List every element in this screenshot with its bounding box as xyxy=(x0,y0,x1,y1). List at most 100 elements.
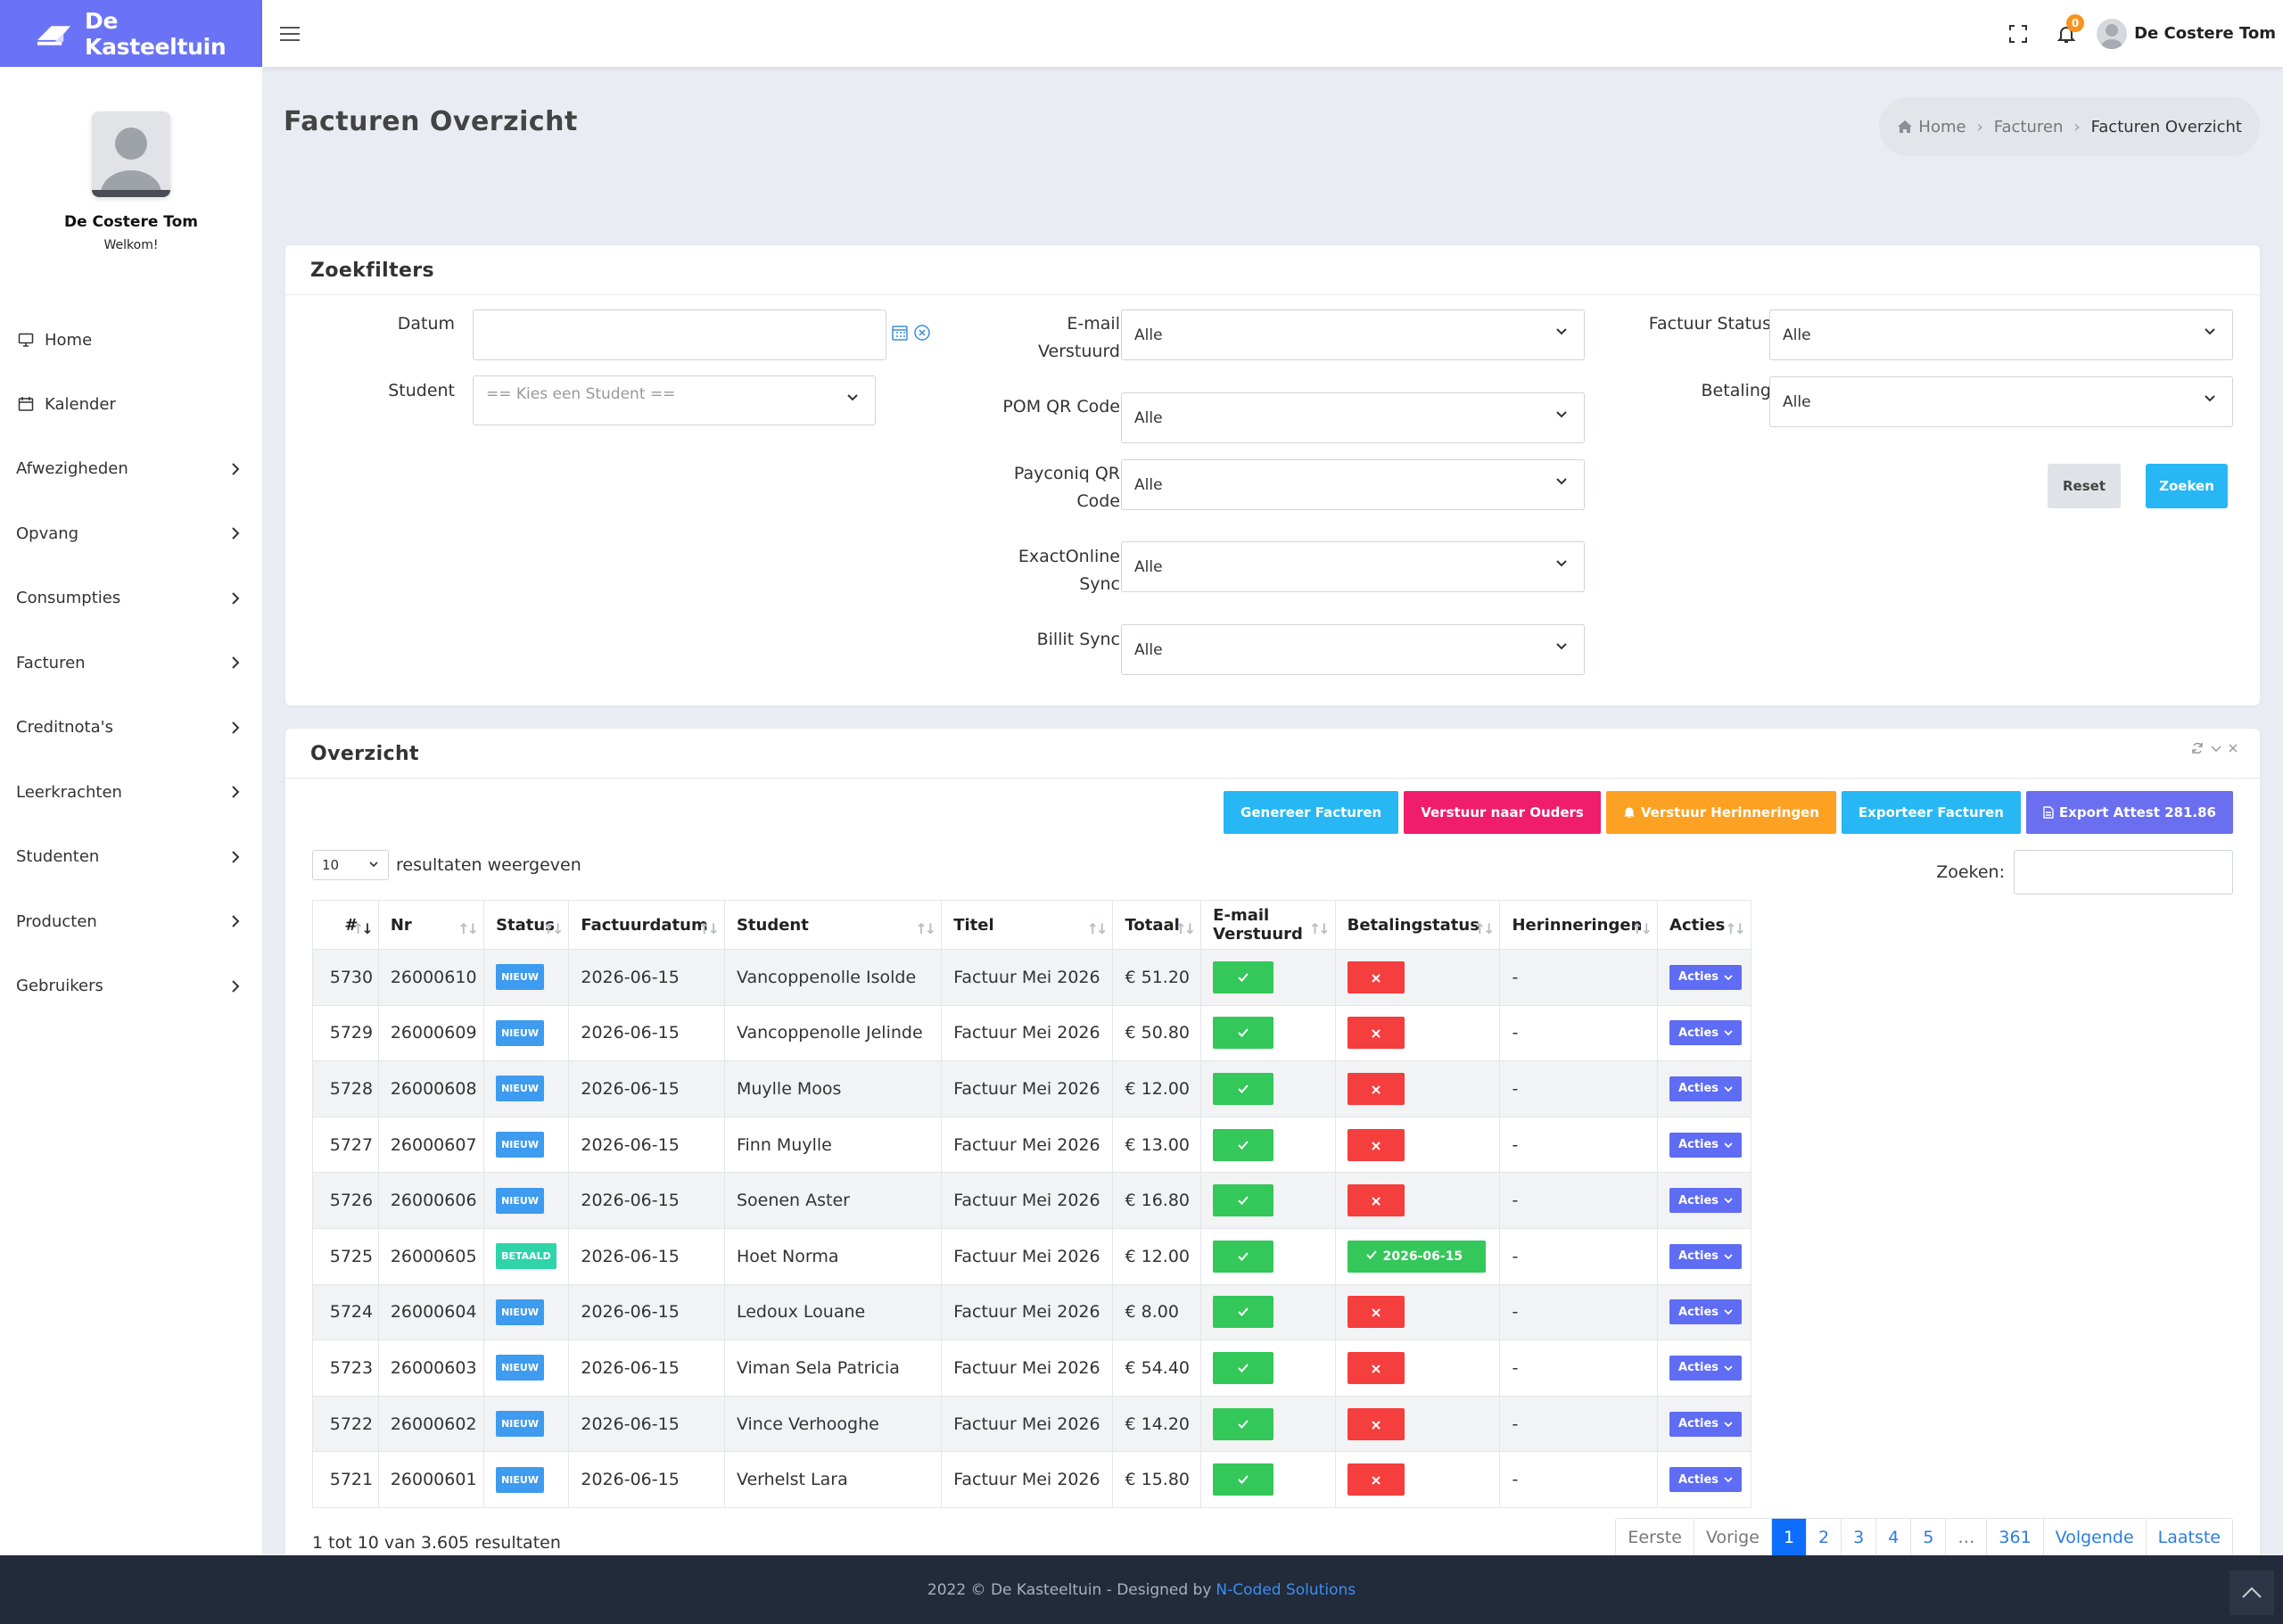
betaling-select[interactable]: Alle xyxy=(1769,376,2233,427)
cell-status: NIEUW xyxy=(483,1004,570,1061)
close-icon[interactable] xyxy=(2228,741,2238,755)
billit-select[interactable]: Alle xyxy=(1121,624,1585,675)
export-attest-button[interactable]: Export Attest 281.86 xyxy=(2025,791,2233,834)
page-link[interactable]: 1 xyxy=(1771,1519,1808,1556)
exactonline-label-line1: ExactOnline xyxy=(1018,547,1120,566)
send-to-parents-button[interactable]: Verstuur naar Ouders xyxy=(1404,791,1601,834)
menu-toggle-icon[interactable] xyxy=(280,21,305,46)
cross-icon xyxy=(1371,1358,1381,1378)
payconiq-select[interactable]: Alle xyxy=(1121,459,1585,510)
sidebar-item-studenten[interactable]: Studenten xyxy=(0,825,262,890)
column-header[interactable]: Titel ↑↓ xyxy=(941,900,1114,950)
column-header[interactable]: Factuurdatum ↑↓ xyxy=(568,900,725,950)
sidebar-item-kalender[interactable]: Kalender xyxy=(0,372,262,437)
datum-input[interactable] xyxy=(473,309,886,360)
breadcrumb-home[interactable]: Home xyxy=(1918,117,1966,136)
table-row[interactable]: 5729 26000609 NIEUW 2026-06-15 Vancoppenolle… xyxy=(312,1004,1751,1061)
chevron-down-icon xyxy=(1724,1365,1733,1372)
page-length-select[interactable]: 10 xyxy=(312,850,389,880)
pom-qr-select[interactable]: Alle xyxy=(1121,392,1585,443)
page-link[interactable]: 4 xyxy=(1876,1519,1912,1556)
column-header-label: Factuurdatum xyxy=(581,915,708,935)
column-header[interactable]: Totaal ↑↓ xyxy=(1112,900,1202,950)
table-row[interactable]: 5727 26000607 NIEUW 2026-06-15 Finn Muylle Fa… xyxy=(312,1116,1751,1173)
table-row[interactable]: 5724 26000604 NIEUW 2026-06-15 Ledoux Louane… xyxy=(312,1283,1751,1340)
table-row[interactable]: 5723 26000603 NIEUW 2026-06-15 Viman Sela Pa… xyxy=(312,1340,1751,1397)
sidebar-item-facturen[interactable]: Facturen xyxy=(0,631,262,696)
page-link[interactable]: Eerste xyxy=(1616,1519,1694,1556)
breadcrumb-facturen[interactable]: Facturen xyxy=(1993,117,2064,136)
cell-student: Verhelst Lara xyxy=(724,1451,943,1508)
table-row[interactable]: 5726 26000606 NIEUW 2026-06-15 Soenen Aster F… xyxy=(312,1172,1751,1229)
cell-date: 2026-06-15 xyxy=(568,1172,725,1229)
acties-dropdown-button[interactable]: Acties xyxy=(1669,1355,1743,1381)
search-button[interactable]: Zoeken xyxy=(2146,464,2228,508)
fullscreen-icon[interactable] xyxy=(2000,16,2036,52)
acties-dropdown-button[interactable]: Acties xyxy=(1669,1467,1743,1493)
page-link[interactable]: Vorige xyxy=(1694,1519,1772,1556)
brand-logo[interactable]: De Kasteeltuin xyxy=(0,0,262,67)
export-invoices-button[interactable]: Exporteer Facturen xyxy=(1841,791,2021,834)
table-row[interactable]: 5725 26000605 BETAALD 2026-06-15 Hoet Norma F… xyxy=(312,1227,1751,1285)
cell-email-sent xyxy=(1200,1395,1336,1452)
acties-dropdown-button[interactable]: Acties xyxy=(1669,964,1743,990)
column-header[interactable]: E-mail Verstuurd ↑↓ xyxy=(1200,900,1336,950)
acties-dropdown-button[interactable]: Acties xyxy=(1669,1076,1743,1101)
table-row[interactable]: 5722 26000602 NIEUW 2026-06-15 Vince Verhoog… xyxy=(312,1395,1751,1452)
sidebar-item-leerkrachten[interactable]: Leerkrachten xyxy=(0,760,262,825)
user-menu[interactable]: De Costere Tom xyxy=(2097,18,2276,49)
acties-dropdown-button[interactable]: Acties xyxy=(1669,1132,1743,1158)
table-row[interactable]: 5728 26000608 NIEUW 2026-06-15 Muylle Moos Fa… xyxy=(312,1060,1751,1117)
cell-email-sent xyxy=(1200,1340,1336,1397)
generate-invoices-button[interactable]: Genereer Facturen xyxy=(1224,791,1399,834)
factuur-status-select[interactable]: Alle xyxy=(1769,309,2233,360)
page-link[interactable]: 361 xyxy=(1987,1519,2044,1556)
acties-dropdown-button[interactable]: Acties xyxy=(1669,1020,1743,1046)
sidebar-item-home[interactable]: Home xyxy=(0,308,262,372)
clear-icon[interactable] xyxy=(913,324,931,345)
send-reminders-button[interactable]: Verstuur Herinneringen xyxy=(1605,791,1836,834)
notification-bell-icon[interactable]: 0 xyxy=(2048,13,2085,52)
column-header[interactable]: Herinneringen ↑↓ xyxy=(1499,900,1659,950)
page-link[interactable]: Laatste xyxy=(2146,1519,2232,1556)
page-link[interactable]: Volgende xyxy=(2043,1519,2147,1556)
sidebar-item-afwezigheden[interactable]: Afwezigheden xyxy=(0,437,262,502)
status-badge: NIEUW xyxy=(496,1298,544,1325)
column-header[interactable]: Acties ↑↓ xyxy=(1657,900,1751,950)
cell-reminders: - xyxy=(1499,1172,1659,1229)
table-row[interactable]: 5721 26000601 NIEUW 2026-06-15 Verhelst Lara… xyxy=(312,1451,1751,1508)
table-row[interactable]: 5730 26000610 NIEUW 2026-06-15 Vancoppenolle… xyxy=(312,949,1751,1006)
exactonline-select[interactable]: Alle xyxy=(1121,541,1585,592)
refresh-icon[interactable] xyxy=(2190,741,2205,755)
acties-label: Acties xyxy=(1678,1138,1719,1152)
email-verstuurd-select[interactable]: Alle xyxy=(1121,309,1585,360)
acties-dropdown-button[interactable]: Acties xyxy=(1669,1411,1743,1437)
student-select[interactable]: == Kies een Student == xyxy=(473,375,876,425)
sidebar-item-consumpties[interactable]: Consumpties xyxy=(0,566,262,631)
acties-dropdown-button[interactable]: Acties xyxy=(1669,1188,1743,1214)
calendar-icon[interactable] xyxy=(891,324,909,345)
column-header[interactable]: Status ↑↓ xyxy=(483,900,570,950)
cell-payment xyxy=(1335,1004,1501,1061)
column-header[interactable]: # ↑↓ xyxy=(312,900,379,950)
sidebar-item-gebruikers[interactable]: Gebruikers xyxy=(0,954,262,1019)
sidebar-item-creditnotas[interactable]: Creditnota's xyxy=(0,696,262,761)
acties-dropdown-button[interactable]: Acties xyxy=(1669,1243,1743,1269)
collapse-icon[interactable] xyxy=(2210,741,2222,755)
column-header[interactable]: Nr ↑↓ xyxy=(378,900,485,950)
page-link[interactable]: 5 xyxy=(1911,1519,1947,1556)
scroll-to-top-button[interactable] xyxy=(2229,1570,2274,1615)
footer-link[interactable]: N-Coded Solutions xyxy=(1216,1580,1356,1599)
table-search-input[interactable] xyxy=(2014,850,2233,894)
page-link[interactable]: 2 xyxy=(1807,1519,1842,1556)
filters-title: Zoekfilters xyxy=(310,260,435,282)
chevron-down-icon xyxy=(1724,1030,1733,1036)
sidebar-item-opvang[interactable]: Opvang xyxy=(0,501,262,566)
column-header[interactable]: Betalingstatus ↑↓ xyxy=(1335,900,1501,950)
reset-button[interactable]: Reset xyxy=(2048,464,2121,508)
pom-qr-value: Alle xyxy=(1134,408,1163,427)
acties-dropdown-button[interactable]: Acties xyxy=(1669,1299,1743,1325)
sidebar-item-producten[interactable]: Producten xyxy=(0,889,262,954)
column-header[interactable]: Student ↑↓ xyxy=(724,900,943,950)
page-link[interactable]: 3 xyxy=(1842,1519,1877,1556)
